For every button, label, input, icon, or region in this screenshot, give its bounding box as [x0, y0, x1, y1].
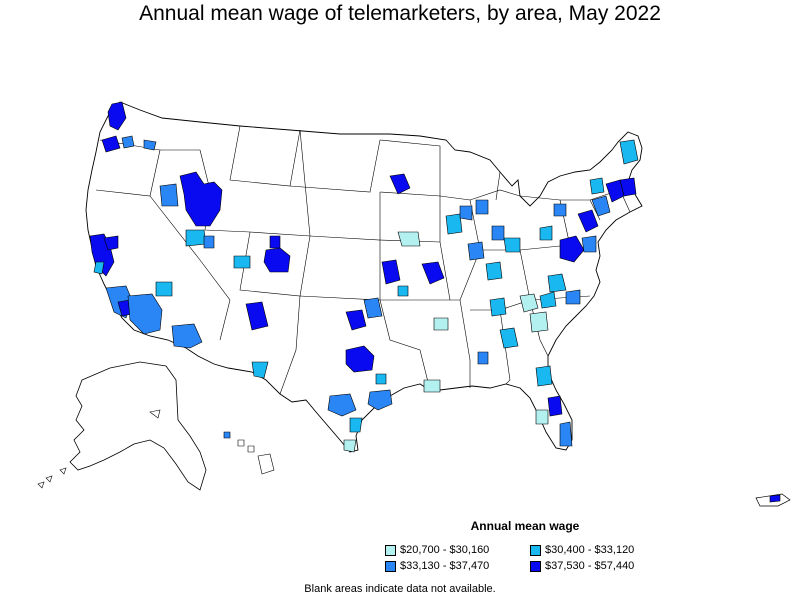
us-map-svg	[0, 0, 800, 520]
metro-area	[540, 292, 556, 308]
metro-area	[548, 396, 562, 416]
metro-area	[468, 242, 484, 260]
metro-area	[156, 282, 172, 296]
metro-area	[492, 226, 504, 240]
metro-area	[530, 312, 548, 332]
metro-area	[490, 298, 506, 316]
metro-area	[368, 390, 392, 410]
metro-area	[172, 324, 202, 348]
legend-label: $33,130 - $37,470	[400, 560, 490, 572]
metro-area	[186, 230, 206, 246]
metro-areas	[90, 102, 638, 452]
metro-area	[620, 140, 638, 164]
legend-item: $20,700 - $30,160	[385, 544, 530, 556]
metro-area	[346, 346, 374, 372]
metro-area	[504, 238, 520, 252]
legend-swatch	[385, 560, 396, 572]
metro-area	[500, 328, 518, 348]
metro-area	[476, 200, 488, 214]
metro-area	[486, 262, 502, 280]
metro-area	[592, 196, 610, 216]
metro-area	[578, 210, 598, 232]
continental-us-outline	[86, 102, 642, 452]
metro-area	[620, 178, 636, 196]
legend-swatch	[385, 544, 396, 556]
metro-area	[252, 362, 268, 378]
metro-area	[270, 236, 280, 248]
metro-area	[398, 232, 420, 246]
metro-area	[102, 136, 120, 152]
metro-area	[346, 310, 366, 330]
metro-area	[554, 204, 566, 216]
alaska-islands	[38, 410, 160, 488]
metro-area	[350, 418, 362, 432]
metro-area	[536, 366, 552, 386]
metro-area	[160, 184, 178, 206]
metro-area	[424, 380, 440, 392]
legend-swatch	[530, 544, 541, 556]
metro-area	[536, 410, 548, 424]
metro-area	[382, 260, 400, 284]
metro-area	[446, 214, 462, 234]
metro-area	[204, 236, 214, 248]
us-map	[0, 0, 800, 520]
metro-area	[246, 302, 268, 330]
metro-area	[582, 236, 596, 252]
metro-area	[434, 318, 448, 330]
metro-area	[364, 298, 382, 318]
metro-area	[376, 374, 386, 384]
legend-label: $37,530 - $57,440	[545, 560, 635, 572]
metro-area	[540, 226, 552, 240]
metro-area	[398, 286, 408, 296]
metro-area	[590, 178, 604, 194]
legend-label: $30,400 - $33,120	[545, 544, 635, 556]
alaska-outline	[70, 362, 206, 490]
legend: $20,700 - $30,160 $30,400 - $33,120 $33,…	[385, 544, 685, 572]
metro-area	[478, 352, 488, 364]
metro-area	[560, 422, 572, 446]
metro-area	[390, 174, 410, 194]
metro-area	[104, 236, 118, 250]
blank-areas-note: Blank areas indicate data not available.	[304, 583, 496, 595]
metro-area	[122, 136, 134, 148]
metro-area	[328, 394, 356, 416]
legend-title: Annual mean wage	[470, 519, 580, 533]
metro-area	[128, 294, 162, 334]
metro-area	[566, 290, 580, 304]
metro-area	[94, 262, 104, 274]
metro-area	[460, 206, 472, 220]
puerto-rico-metro	[770, 495, 780, 502]
metro-area	[144, 140, 156, 150]
metro-area	[108, 102, 126, 130]
legend-item: $33,130 - $37,470	[385, 560, 530, 572]
legend-item: $37,530 - $57,440	[530, 560, 680, 572]
hawaii-islands	[224, 432, 274, 474]
metro-area	[180, 172, 222, 226]
metro-area	[560, 236, 584, 262]
legend-item: $30,400 - $33,120	[530, 544, 680, 556]
map-title: Annual mean wage of telemarketers, by ar…	[139, 2, 661, 25]
metro-area	[520, 294, 538, 312]
legend-swatch	[530, 560, 541, 572]
metro-area	[234, 256, 250, 268]
legend-label: $20,700 - $30,160	[400, 544, 490, 556]
metro-area	[422, 262, 444, 284]
metro-area	[548, 274, 566, 292]
metro-area	[344, 440, 356, 452]
